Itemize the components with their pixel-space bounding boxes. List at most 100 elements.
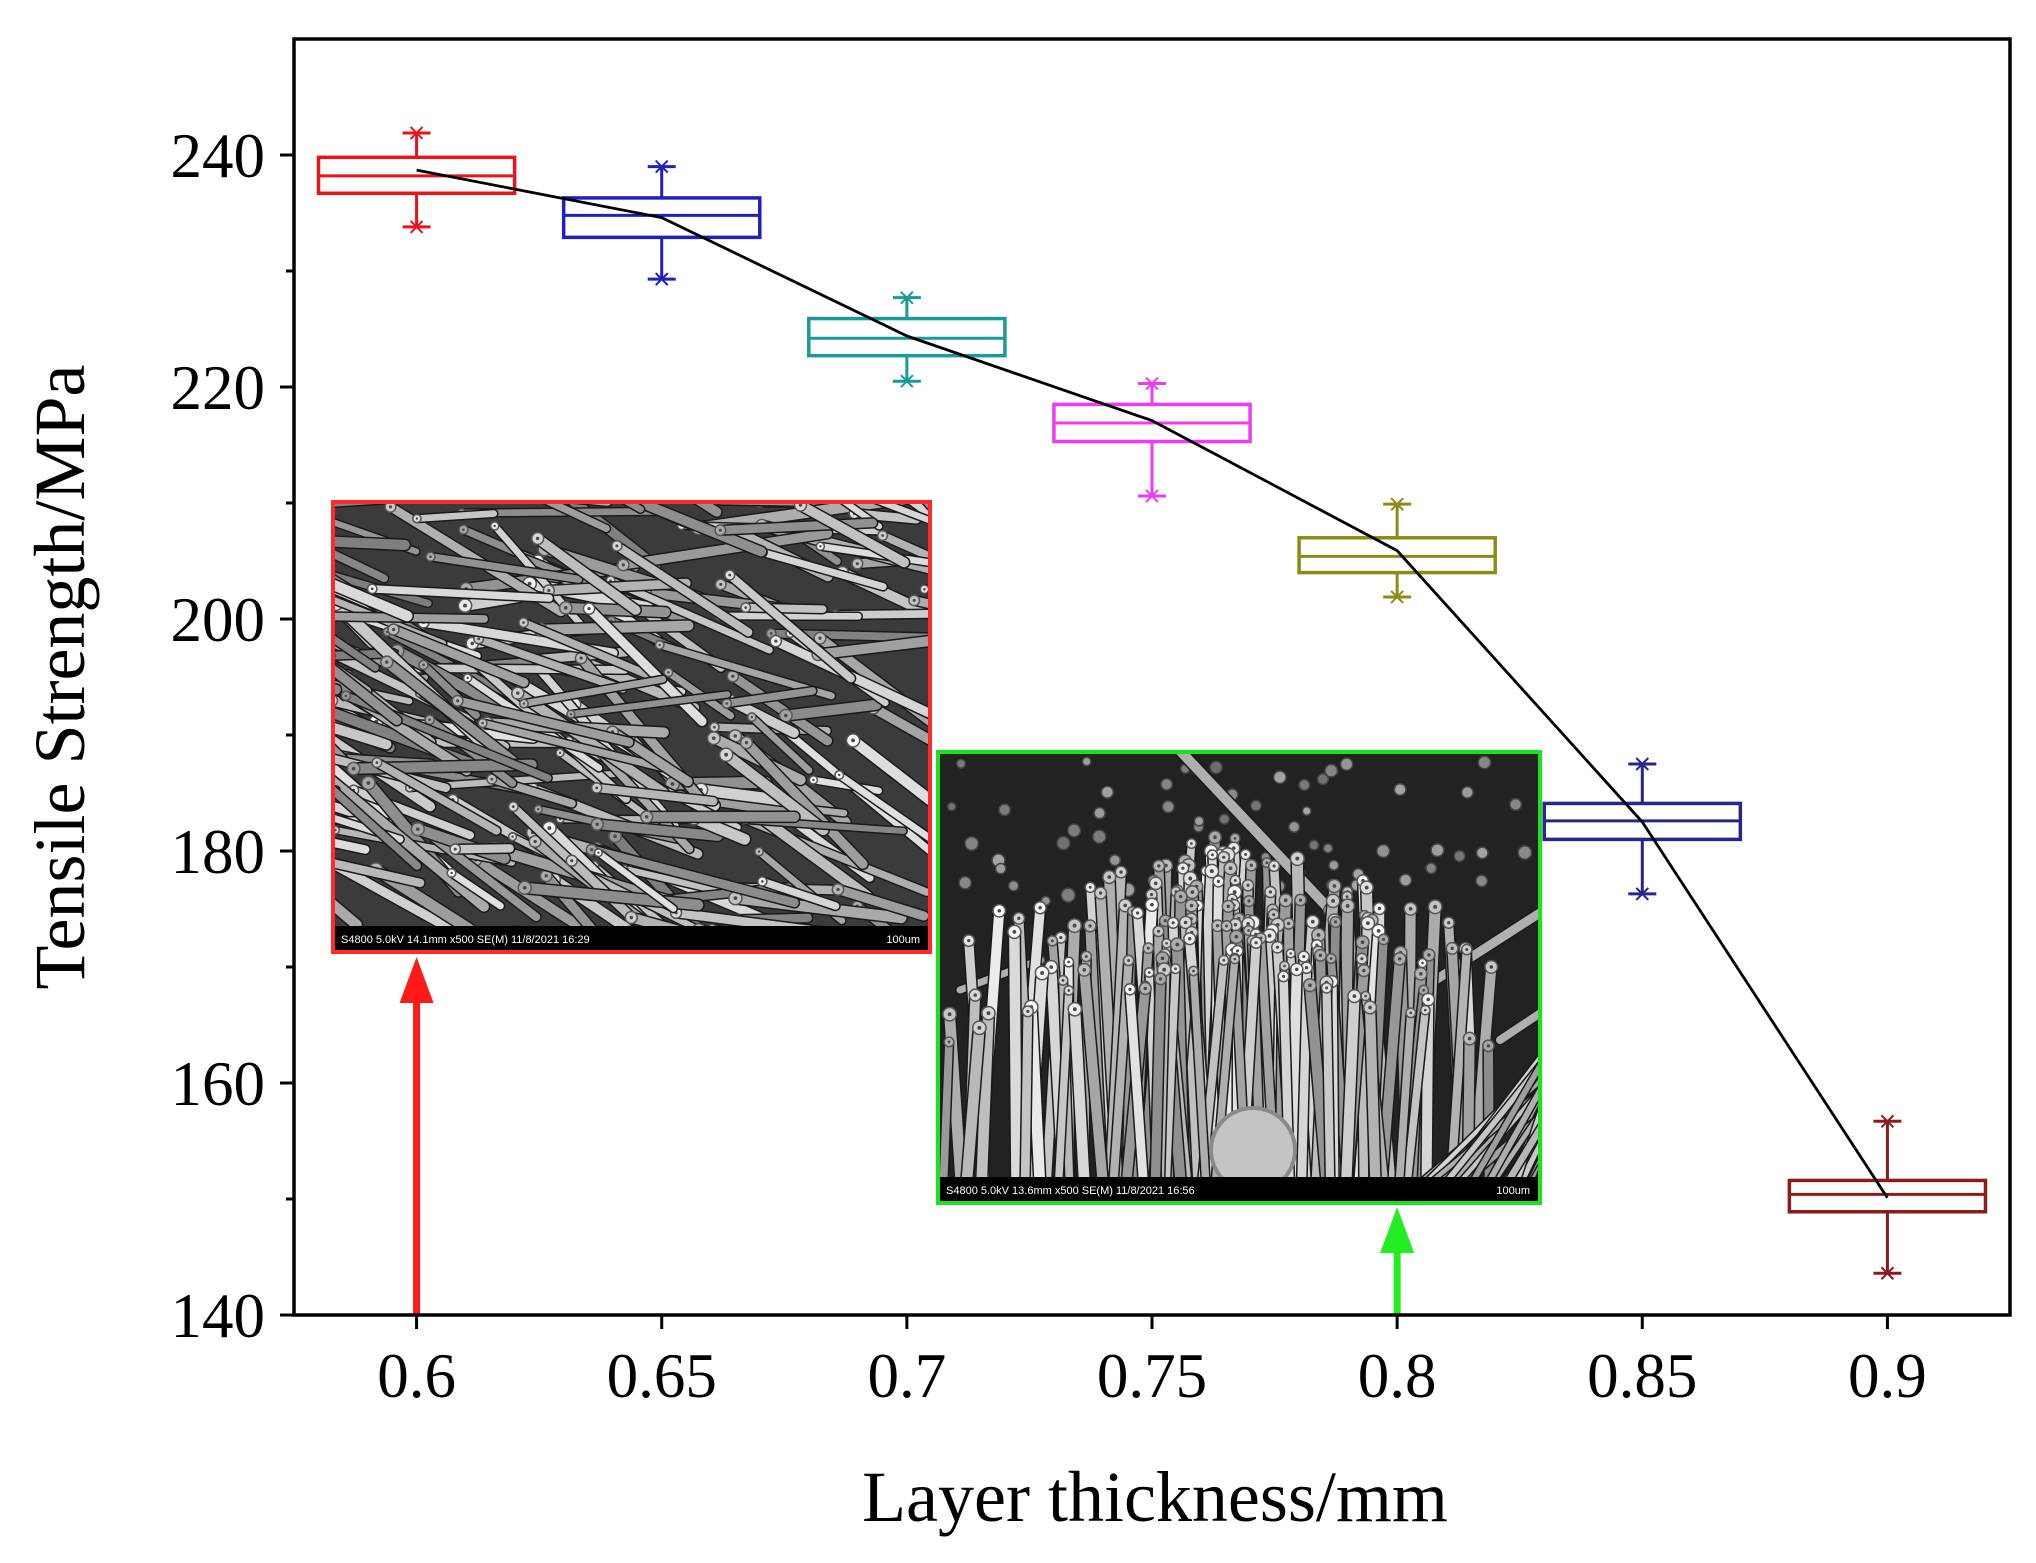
sem-fiber: [335, 859, 425, 888]
sem-fiber-core: [733, 734, 738, 738]
sem-fiber-core: [1377, 906, 1382, 911]
sem-background-fiber-end: [998, 803, 1012, 817]
sem-fiber: [878, 531, 928, 561]
sem-fiber-core: [558, 751, 562, 755]
sem-fiber-end: [335, 652, 337, 660]
sem-fiber-core: [1072, 923, 1077, 928]
sem-background-fiber-end: [1209, 760, 1223, 775]
sem-background-fiber-end: [1475, 874, 1489, 888]
sem-fiber: [720, 749, 829, 836]
sem-fiber-core: [535, 536, 540, 541]
sem-fiber-core: [595, 822, 599, 826]
sem-fiber-core: [1190, 842, 1193, 845]
whisker-end-marker: [1390, 590, 1404, 604]
sem-fiber-core: [570, 859, 574, 863]
sem-fiber-core: [537, 808, 540, 811]
sem-fiber-end: [793, 504, 808, 512]
sem-fiber-core: [670, 781, 675, 786]
sem-fiber-core: [527, 581, 532, 586]
x-tick-label: 0.6: [377, 1341, 456, 1411]
sem-fiber: [758, 877, 840, 910]
sem-background-fiber-end: [1398, 873, 1413, 887]
x-tick-label: 0.8: [1358, 1341, 1437, 1411]
sem-fiber: [1322, 983, 1335, 1201]
sem-fiber-core: [1254, 941, 1258, 945]
sem-fiber-core: [609, 579, 612, 582]
sem-fiber-core: [769, 632, 773, 635]
box-0-6: [316, 126, 517, 234]
sem-fiber: [373, 758, 501, 835]
sem-fiber: [877, 504, 928, 524]
sem-background-fiber-end: [958, 875, 973, 890]
sem-fiber-core: [1409, 1011, 1413, 1015]
sem-fiber-core: [1422, 988, 1426, 992]
sem-fiber: [842, 504, 883, 530]
sem-scale-text: 100um: [1496, 1185, 1530, 1197]
sem-fiber-core: [1026, 1009, 1030, 1013]
sem-fiber-core: [836, 887, 840, 892]
sem-fiber: [1150, 974, 1166, 1201]
sem-fiber: [426, 553, 583, 583]
sem-fiber-core: [370, 587, 374, 591]
sem-fiber: [335, 579, 413, 622]
sem-fiber-core: [733, 896, 738, 901]
sem-fiber-core: [1174, 967, 1177, 971]
sem-fiber-core: [429, 555, 432, 558]
sem-fiber-core: [1059, 936, 1063, 940]
sem-fiber-core: [366, 781, 371, 785]
sem-inset-border: [936, 750, 1542, 1205]
sem-fiber-core: [477, 637, 481, 641]
sem-background-fiber-end: [1393, 782, 1407, 797]
sem-fiber-core: [1123, 903, 1128, 908]
sem-fiber-core: [1332, 884, 1337, 888]
sem-fiber-core: [1421, 961, 1424, 965]
sem-background-fiber-end: [1161, 800, 1175, 814]
sem-fiber-core: [818, 636, 822, 640]
sem-fiber-core: [1040, 971, 1045, 975]
sem-fiber-core: [1088, 885, 1092, 889]
sem-inset-0-6: S4800 5.0kV 14.1mm x500 SE(M) 11/8/2021 …: [331, 500, 932, 954]
sem-fiber-core: [1249, 863, 1253, 867]
sem-fiber-core: [490, 777, 494, 781]
sem-fiber-core: [783, 713, 788, 718]
sem-fiber: [335, 665, 402, 726]
arrow-head: [399, 957, 434, 1003]
sem-fiber: [741, 737, 868, 869]
sem-fiber-core: [923, 588, 926, 591]
sem-info-text: S4800 5.0kV 13.6mm x500 SE(M) 11/8/2021 …: [946, 1185, 1195, 1197]
sem-fiber-core: [1234, 934, 1239, 939]
y-tick-label: 160: [171, 1049, 266, 1119]
whisker-end-marker: [409, 126, 424, 140]
whisker-end-marker: [1145, 376, 1159, 391]
sem-fiber: [833, 884, 928, 921]
sem-fiber-core: [1226, 904, 1230, 909]
sem-fiber: [1401, 1006, 1430, 1201]
sem-fiber: [618, 528, 833, 570]
sem-fiber-core: [1012, 930, 1017, 934]
sem-fiber: [368, 585, 553, 602]
sem-fiber: [1020, 1007, 1033, 1201]
x-tick-label: 0.9: [1848, 1341, 1927, 1411]
sem-background-fiber-end: [1250, 799, 1262, 812]
sem-fiber-core: [719, 582, 723, 586]
sem-fiber: [695, 784, 788, 806]
whisker-end-marker: [1635, 887, 1649, 901]
sem-background-fiber-end: [1316, 773, 1330, 786]
sem-fiber-core: [1465, 948, 1469, 952]
sem-fiber-core: [1146, 946, 1150, 950]
sem-fiber-core: [1408, 906, 1413, 911]
sem-fiber-core: [1397, 957, 1402, 961]
sem-info-bar: [335, 926, 928, 950]
sem-fiber-core: [1325, 986, 1329, 990]
sem-fiber-core: [644, 815, 649, 819]
whisker-end-marker: [409, 220, 424, 234]
sem-fiber-core: [1486, 1044, 1491, 1048]
sem-fiber-core: [1362, 968, 1366, 973]
sem-fiber: [453, 696, 634, 747]
sem-fiber-core: [1017, 916, 1021, 921]
sem-image-0-6: [335, 504, 928, 950]
whisker-end-marker: [1880, 1114, 1895, 1128]
sem-fiber: [451, 844, 514, 854]
sem-fiber-core: [1061, 979, 1065, 982]
